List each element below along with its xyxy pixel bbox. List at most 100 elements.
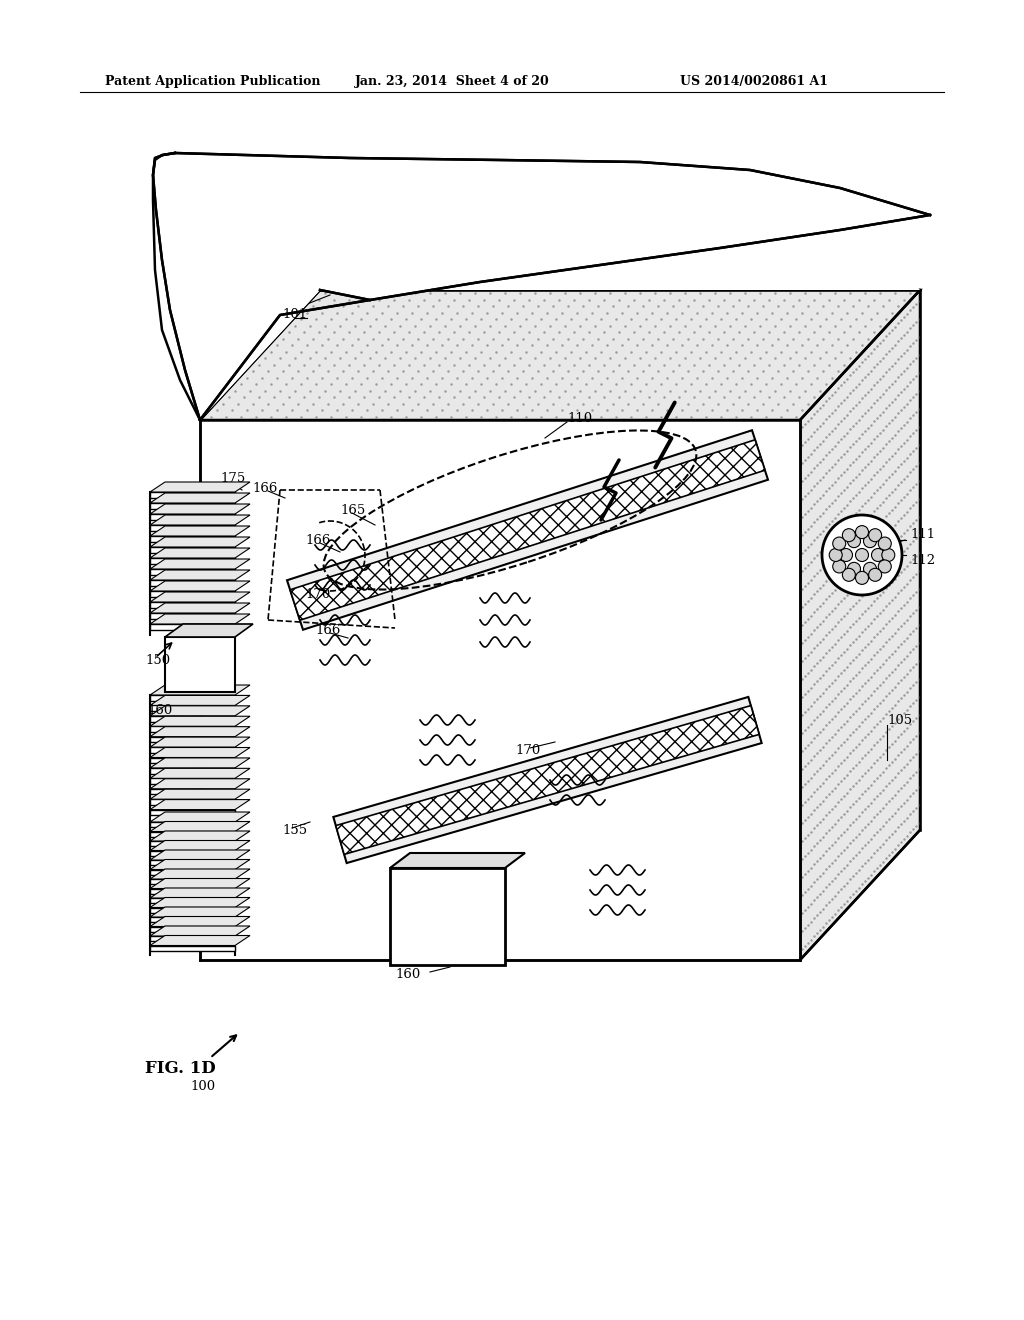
Circle shape xyxy=(871,549,885,561)
Polygon shape xyxy=(150,927,250,936)
Polygon shape xyxy=(150,737,250,747)
Text: 175: 175 xyxy=(220,471,246,484)
Polygon shape xyxy=(150,581,250,591)
Polygon shape xyxy=(150,492,234,498)
Circle shape xyxy=(868,529,882,541)
Polygon shape xyxy=(150,525,234,531)
Polygon shape xyxy=(150,907,250,917)
Polygon shape xyxy=(150,706,250,715)
Polygon shape xyxy=(150,758,234,763)
Polygon shape xyxy=(287,430,768,630)
Text: 110: 110 xyxy=(567,412,592,425)
Polygon shape xyxy=(334,697,762,863)
Circle shape xyxy=(822,515,902,595)
Polygon shape xyxy=(390,869,505,965)
Polygon shape xyxy=(150,850,234,855)
Circle shape xyxy=(833,560,846,573)
Polygon shape xyxy=(150,570,250,579)
Polygon shape xyxy=(150,869,250,879)
Polygon shape xyxy=(150,859,250,870)
Polygon shape xyxy=(200,420,800,960)
Text: 160: 160 xyxy=(147,704,172,717)
Polygon shape xyxy=(150,546,234,553)
Polygon shape xyxy=(150,789,234,795)
Text: 155: 155 xyxy=(282,824,307,837)
Polygon shape xyxy=(150,717,250,726)
Polygon shape xyxy=(150,888,234,894)
Circle shape xyxy=(882,549,895,561)
Polygon shape xyxy=(150,812,250,822)
Polygon shape xyxy=(150,537,250,546)
Text: 166: 166 xyxy=(252,482,278,495)
Polygon shape xyxy=(150,603,250,612)
Polygon shape xyxy=(150,758,250,768)
Circle shape xyxy=(855,572,868,585)
Polygon shape xyxy=(165,624,253,638)
Polygon shape xyxy=(150,614,250,624)
Polygon shape xyxy=(150,482,250,492)
Text: 101: 101 xyxy=(282,309,307,322)
Polygon shape xyxy=(150,917,234,923)
Circle shape xyxy=(848,562,860,576)
Polygon shape xyxy=(200,290,920,420)
Polygon shape xyxy=(150,503,234,510)
Circle shape xyxy=(868,569,882,581)
Polygon shape xyxy=(150,945,234,950)
Polygon shape xyxy=(150,579,234,586)
Polygon shape xyxy=(150,936,234,941)
Circle shape xyxy=(843,529,855,541)
Polygon shape xyxy=(150,705,234,711)
Polygon shape xyxy=(336,706,759,854)
Polygon shape xyxy=(150,612,234,619)
Polygon shape xyxy=(150,558,250,569)
Text: 100: 100 xyxy=(190,1080,215,1093)
Polygon shape xyxy=(390,853,525,869)
Polygon shape xyxy=(150,870,234,875)
Text: 166: 166 xyxy=(305,533,331,546)
Polygon shape xyxy=(155,165,920,520)
Polygon shape xyxy=(150,504,250,513)
Text: 170: 170 xyxy=(305,589,331,602)
Circle shape xyxy=(843,569,855,581)
Polygon shape xyxy=(150,569,234,576)
Polygon shape xyxy=(153,153,930,420)
Polygon shape xyxy=(165,638,234,692)
Polygon shape xyxy=(800,290,920,960)
Polygon shape xyxy=(150,779,234,784)
Polygon shape xyxy=(150,602,234,609)
Polygon shape xyxy=(150,726,234,733)
Polygon shape xyxy=(150,841,250,850)
Polygon shape xyxy=(150,916,250,927)
Polygon shape xyxy=(150,888,250,898)
Polygon shape xyxy=(150,768,234,774)
Polygon shape xyxy=(290,440,765,620)
Polygon shape xyxy=(150,536,234,543)
Polygon shape xyxy=(150,685,250,696)
Text: FIG. 1D: FIG. 1D xyxy=(145,1060,216,1077)
Polygon shape xyxy=(150,800,250,809)
Text: US 2014/0020861 A1: US 2014/0020861 A1 xyxy=(680,75,828,88)
Polygon shape xyxy=(150,558,234,564)
Circle shape xyxy=(863,562,877,576)
Polygon shape xyxy=(150,779,250,789)
Text: Jan. 23, 2014  Sheet 4 of 20: Jan. 23, 2014 Sheet 4 of 20 xyxy=(355,75,550,88)
Polygon shape xyxy=(150,747,234,752)
Polygon shape xyxy=(150,822,234,828)
Polygon shape xyxy=(150,841,234,846)
Text: 150: 150 xyxy=(145,653,170,667)
Polygon shape xyxy=(150,898,234,903)
Polygon shape xyxy=(150,591,250,602)
Text: Patent Application Publication: Patent Application Publication xyxy=(105,75,321,88)
Text: 165: 165 xyxy=(340,503,366,516)
Circle shape xyxy=(833,537,846,550)
Polygon shape xyxy=(150,727,250,737)
Text: 112: 112 xyxy=(910,553,935,566)
Polygon shape xyxy=(150,936,250,945)
Polygon shape xyxy=(150,513,234,520)
Text: 111: 111 xyxy=(910,528,935,541)
Polygon shape xyxy=(150,696,250,705)
Circle shape xyxy=(829,549,842,561)
Polygon shape xyxy=(150,789,250,799)
Text: 170: 170 xyxy=(515,743,541,756)
Polygon shape xyxy=(150,624,234,630)
